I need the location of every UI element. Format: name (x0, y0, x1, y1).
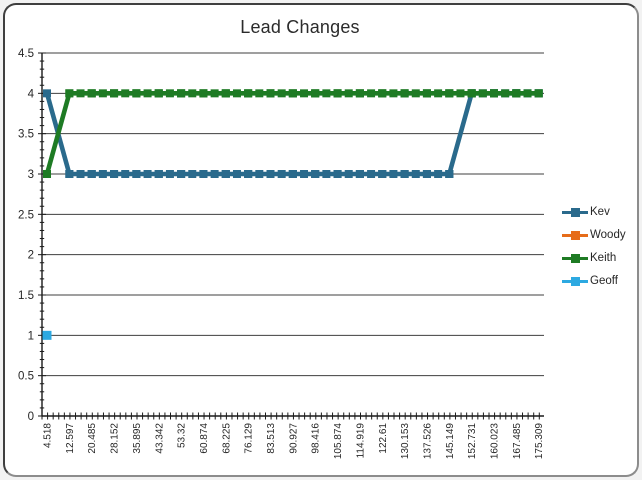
svg-text:28.152: 28.152 (110, 423, 121, 454)
svg-text:83.513: 83.513 (266, 423, 277, 454)
x-axis-labels: 4.518 12.597 20.485 28.152 35.895 43.342 53.32… (43, 423, 546, 460)
chart-frame[interactable]: Lead Changes 0 0.5 1 1.5 2 2.5 3 3.5 4 4.5 4.518 12… (3, 3, 639, 477)
svg-text:4.518: 4.518 (43, 423, 54, 448)
svg-text:76.129: 76.129 (244, 423, 255, 454)
y-axis (38, 52, 46, 417)
svg-text:160.023: 160.023 (490, 423, 501, 460)
svg-text:4.5: 4.5 (18, 48, 34, 60)
legend-marker-kev-icon (562, 207, 588, 217)
legend-label: Woody (590, 229, 626, 241)
svg-text:12.597: 12.597 (65, 423, 76, 454)
svg-text:152.731: 152.731 (467, 423, 478, 460)
series-geoff (42, 330, 52, 340)
svg-text:175.309: 175.309 (534, 423, 545, 460)
x-axis (41, 412, 544, 420)
svg-text:0: 0 (28, 411, 34, 423)
svg-text:53.32: 53.32 (177, 423, 188, 448)
legend-label: Geoff (590, 275, 618, 287)
y-axis-labels: 0 0.5 1 1.5 2 2.5 3 3.5 4 4.5 (18, 48, 35, 423)
legend-marker-woody-icon (562, 230, 588, 240)
svg-text:114.919: 114.919 (355, 423, 366, 459)
legend-label: Keith (590, 252, 617, 264)
legend-item-woody[interactable]: Woody (562, 229, 626, 241)
legend-marker-keith-icon (562, 253, 588, 263)
svg-text:1.5: 1.5 (18, 290, 34, 302)
legend: Kev Woody Keith Geoff (562, 206, 626, 287)
svg-text:68.225: 68.225 (221, 423, 232, 454)
svg-text:145.149: 145.149 (445, 423, 456, 460)
svg-text:3: 3 (28, 169, 34, 181)
chart-plot-area: 0 0.5 1 1.5 2 2.5 3 3.5 4 4.5 4.518 12.597 20.485 28.… (18, 48, 546, 460)
svg-text:35.895: 35.895 (132, 423, 143, 454)
svg-text:130.153: 130.153 (400, 423, 411, 460)
svg-text:105.874: 105.874 (333, 423, 344, 460)
series-keith (43, 89, 543, 178)
svg-text:20.485: 20.485 (87, 423, 98, 454)
svg-text:3.5: 3.5 (18, 129, 34, 141)
svg-text:43.342: 43.342 (154, 423, 165, 454)
svg-text:90.927: 90.927 (288, 423, 299, 454)
svg-text:167.485: 167.485 (512, 423, 523, 460)
legend-marker-geoff-icon (562, 276, 588, 286)
legend-item-geoff[interactable]: Geoff (562, 275, 626, 287)
svg-text:137.526: 137.526 (422, 423, 433, 460)
svg-text:122.61: 122.61 (378, 423, 389, 454)
svg-text:98.416: 98.416 (311, 423, 322, 454)
svg-text:1: 1 (28, 330, 34, 342)
svg-text:2.5: 2.5 (18, 209, 34, 221)
legend-item-keith[interactable]: Keith (562, 252, 626, 264)
svg-text:0.5: 0.5 (18, 371, 34, 383)
legend-label: Kev (590, 206, 610, 218)
svg-text:4: 4 (28, 88, 35, 100)
chart-title: Lead Changes (240, 17, 360, 37)
legend-item-kev[interactable]: Kev (562, 206, 626, 218)
svg-text:2: 2 (28, 250, 34, 262)
svg-text:60.874: 60.874 (199, 423, 210, 454)
